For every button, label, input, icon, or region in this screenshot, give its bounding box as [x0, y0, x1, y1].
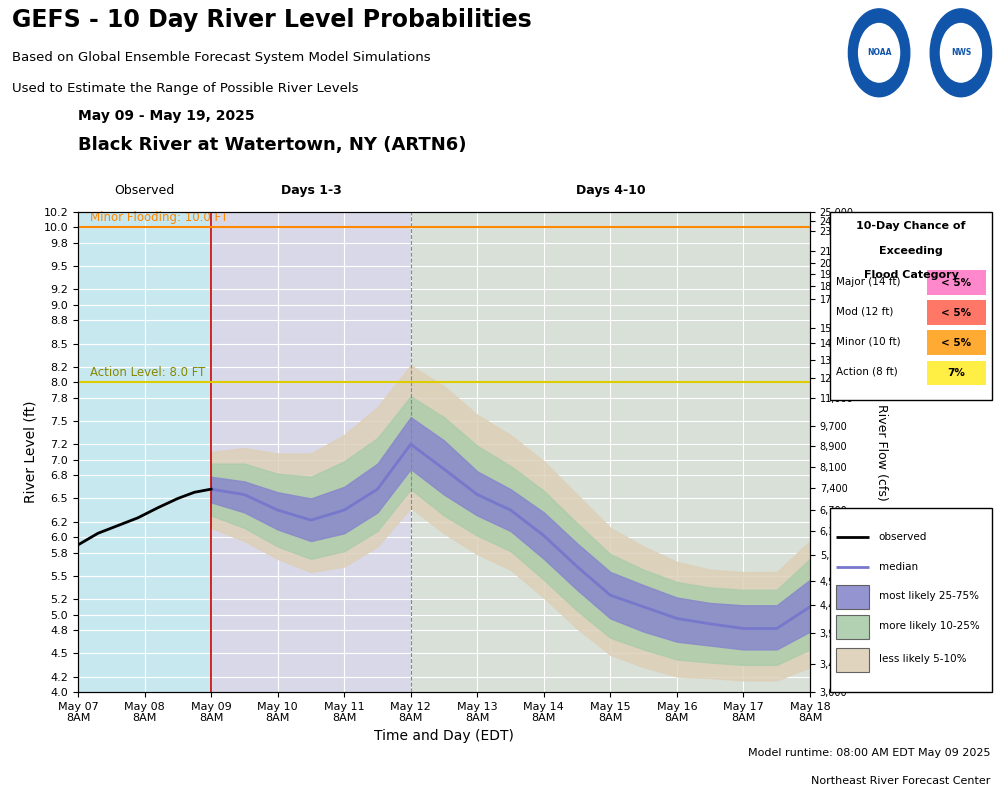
Text: Minor Flooding: 10.0 FT: Minor Flooding: 10.0 FT	[90, 211, 228, 224]
Text: 10-Day Chance of: 10-Day Chance of	[856, 222, 966, 231]
Bar	[836, 648, 869, 672]
Text: Northeast River Forecast Center: Northeast River Forecast Center	[811, 776, 990, 786]
Text: Observed: Observed	[114, 184, 175, 197]
Circle shape	[940, 23, 981, 82]
Text: May 09 - May 19, 2025: May 09 - May 19, 2025	[78, 109, 255, 122]
Bar	[927, 300, 986, 325]
Text: NWS: NWS	[951, 48, 971, 58]
Text: Action (8 ft): Action (8 ft)	[836, 366, 898, 377]
Text: Days 4-10: Days 4-10	[576, 184, 645, 197]
Text: Minor (10 ft): Minor (10 ft)	[836, 337, 901, 346]
Text: < 5%: < 5%	[941, 278, 971, 287]
Bar	[411, 212, 810, 692]
Text: more likely 10-25%: more likely 10-25%	[879, 621, 979, 630]
Text: Black River at Watertown, NY (ARTN6): Black River at Watertown, NY (ARTN6)	[78, 136, 466, 154]
Bar	[211, 212, 411, 692]
Text: Based on Global Ensemble Forecast System Model Simulations: Based on Global Ensemble Forecast System…	[12, 50, 431, 64]
Text: Flood Category: Flood Category	[864, 270, 958, 280]
Text: Mod (12 ft): Mod (12 ft)	[836, 306, 894, 317]
Bar	[78, 212, 211, 692]
Circle shape	[848, 9, 910, 97]
Bar	[836, 614, 869, 638]
Bar	[836, 586, 869, 610]
Text: most likely 25-75%: most likely 25-75%	[879, 591, 979, 602]
Text: Action Level: 8.0 FT: Action Level: 8.0 FT	[90, 366, 205, 379]
Circle shape	[859, 23, 900, 82]
Text: 7%: 7%	[947, 368, 965, 378]
Text: Used to Estimate the Range of Possible River Levels: Used to Estimate the Range of Possible R…	[12, 82, 358, 95]
Text: NOAA: NOAA	[867, 48, 891, 58]
Bar	[927, 270, 986, 294]
Text: Exceeding: Exceeding	[879, 246, 943, 256]
Text: Major (14 ft): Major (14 ft)	[836, 277, 901, 286]
Text: < 5%: < 5%	[941, 338, 971, 348]
Text: GEFS - 10 Day River Level Probabilities: GEFS - 10 Day River Level Probabilities	[12, 9, 532, 33]
Bar	[927, 361, 986, 385]
Circle shape	[930, 9, 992, 97]
Y-axis label: River Flow (cfs): River Flow (cfs)	[875, 404, 888, 500]
Text: < 5%: < 5%	[941, 307, 971, 318]
Text: observed: observed	[879, 533, 927, 542]
Bar	[927, 330, 986, 355]
Text: Model runtime: 08:00 AM EDT May 09 2025: Model runtime: 08:00 AM EDT May 09 2025	[748, 748, 990, 758]
Text: Days 1-3: Days 1-3	[281, 184, 341, 197]
X-axis label: Time and Day (EDT): Time and Day (EDT)	[374, 729, 514, 743]
Y-axis label: River Level (ft): River Level (ft)	[24, 401, 38, 503]
Text: median: median	[879, 562, 918, 572]
Text: less likely 5-10%: less likely 5-10%	[879, 654, 966, 664]
